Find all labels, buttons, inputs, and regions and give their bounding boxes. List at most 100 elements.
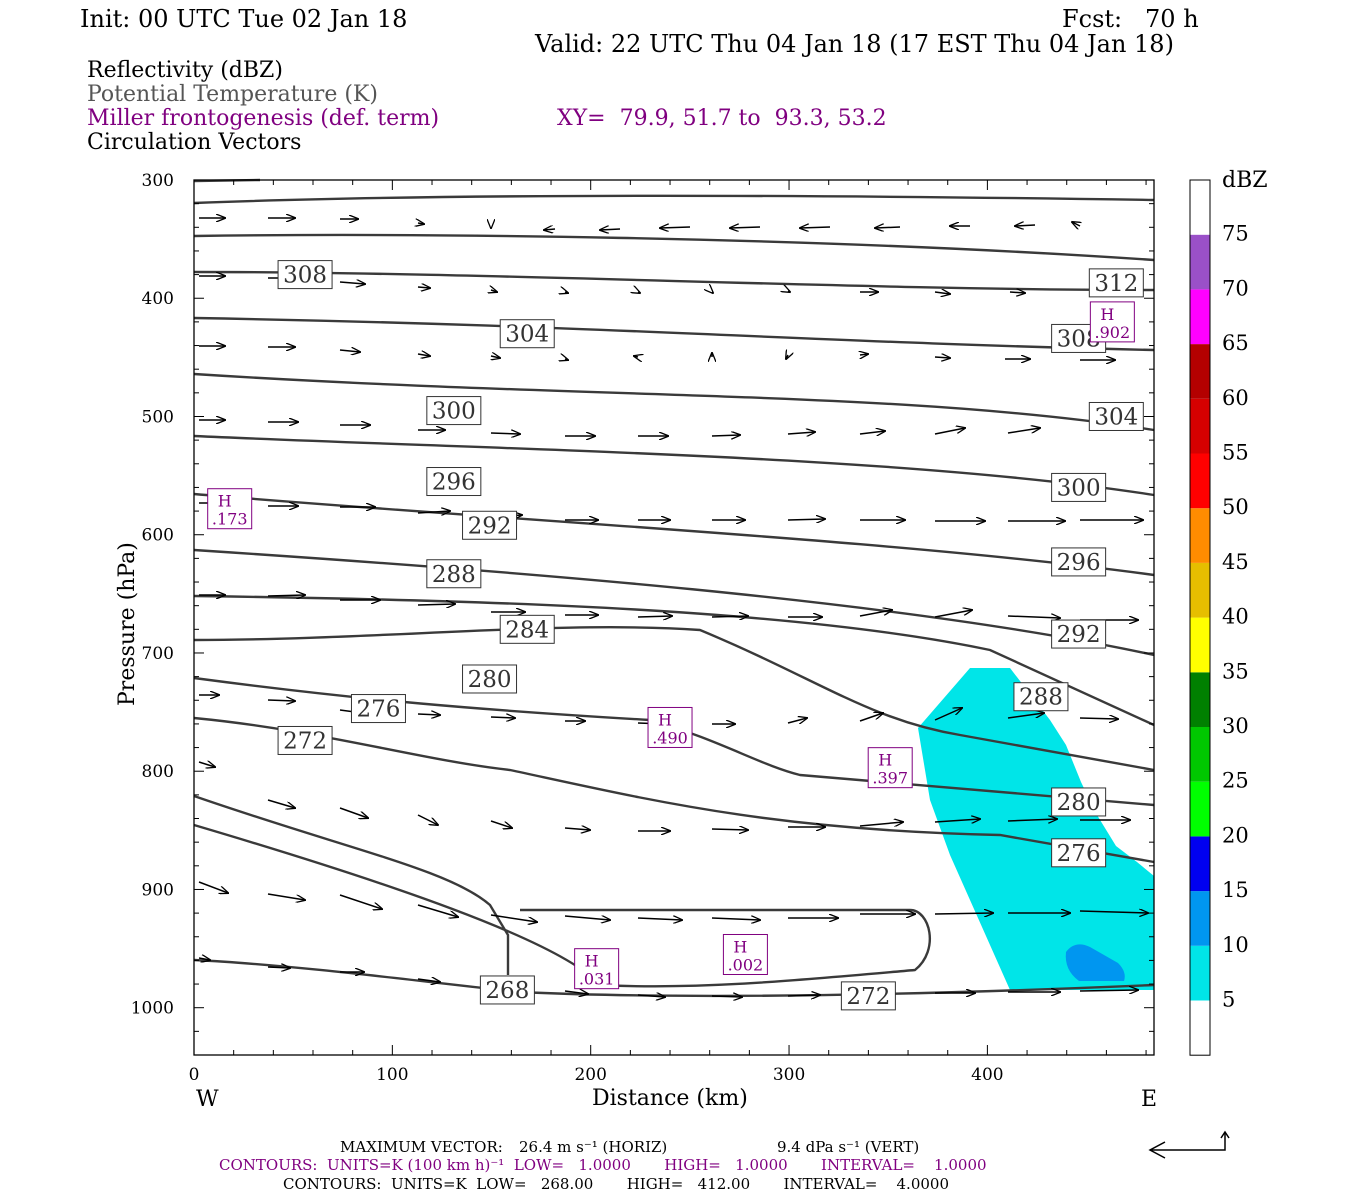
circulation-vector: [1072, 222, 1080, 226]
circulation-vector: [564, 828, 590, 830]
y-tick-label: 1000: [131, 999, 174, 1019]
colorbar-label: 25: [1222, 769, 1249, 793]
circulation-vector: [859, 822, 903, 826]
circulation-vector: [934, 913, 993, 914]
theta-label: 304: [1094, 404, 1138, 430]
frontogenesis-high-letter: H: [658, 710, 672, 729]
circulation-vector: [417, 904, 458, 917]
frontogenesis-high-letter: H: [585, 952, 599, 971]
colorbar-segment: [1190, 672, 1210, 727]
theta-label: 280: [468, 667, 512, 693]
theta-label-box: [1051, 547, 1107, 577]
theta-label: 296: [432, 470, 476, 496]
circulation-vector: [712, 292, 713, 293]
y-tick-label: 900: [142, 880, 174, 900]
colorbar-label: 55: [1222, 441, 1249, 465]
circulation-vector: [267, 967, 290, 968]
circulation-vector: [859, 713, 883, 722]
circulation-vector: [490, 820, 512, 828]
valid-time: Valid: 22 UTC Thu 04 Jan 18 (17 EST Thu …: [535, 30, 1174, 58]
y-tick-label: 600: [142, 526, 174, 546]
frontogenesis-high-box: [1089, 301, 1135, 343]
colorbar-label: 40: [1222, 605, 1249, 629]
frontogenesis-high-box: [207, 488, 253, 530]
circulation-vector: [934, 708, 962, 721]
colorbar-label: 35: [1222, 659, 1249, 683]
colorbar-label: 20: [1222, 823, 1249, 847]
colorbar-label: 10: [1222, 933, 1249, 957]
theta-contour-15: [193, 958, 1155, 998]
theta-label: 288: [1019, 685, 1063, 711]
circulation-vector: [875, 227, 901, 228]
circulation-vector: [711, 829, 748, 830]
frontogenesis-high-value: .397: [872, 769, 908, 788]
west-label: W: [196, 1087, 219, 1112]
colorbar-segment: [1190, 836, 1210, 892]
circulation-vector: [711, 918, 760, 920]
circulation-vector: [787, 995, 820, 996]
theta-label-box: [499, 319, 555, 349]
circulation-vector: [660, 227, 691, 228]
circulation-vector: [1079, 990, 1138, 991]
circulation-vector: [198, 762, 215, 767]
colorbar-frame: [1189, 179, 1211, 1056]
init-time: Init: 00 UTC Tue 02 Jan 18: [80, 5, 408, 33]
theta-label-box: [426, 559, 482, 589]
circulation-vector: [490, 717, 515, 718]
frontogenesis-high-letter: H: [878, 751, 892, 770]
circulation-vector: [565, 359, 568, 360]
theta-contour-13: [193, 794, 510, 975]
frontogenesis-high-box: [647, 706, 693, 748]
colorbar-segment: [1190, 1000, 1210, 1056]
circulation-vector: [418, 223, 424, 224]
theta-contour-11: [193, 676, 1155, 807]
plot-frame: [193, 179, 1155, 1056]
contours-frontogenesis: CONTOURS: UNITS=K (100 km h)⁻¹ LOW= 1.00…: [219, 1156, 987, 1174]
colorbar-segment: [1190, 945, 1210, 1001]
circulation-vector: [788, 291, 790, 292]
y-axis-title: Pressure (hPa): [115, 542, 140, 706]
theta-label-box: [1051, 472, 1107, 502]
x-tick-label: 300: [773, 1065, 805, 1085]
circulation-vector: [339, 807, 368, 818]
circulation-vector: [1007, 428, 1040, 434]
circulation-vector: [491, 356, 500, 358]
theta-contour-6: [193, 434, 1155, 497]
circulation-vector: [859, 431, 885, 434]
colorbar-segment: [1190, 398, 1210, 454]
circulation-vector: [1007, 819, 1057, 821]
frontogenesis-high-box: [722, 933, 768, 975]
frontogenesis-high-letter: H: [218, 492, 232, 511]
circulation-vector: [934, 292, 950, 294]
theta-label-box: [1088, 401, 1144, 431]
theta-contour-5: [193, 372, 1155, 432]
theta-contour-1: [193, 194, 1155, 205]
cross-section-xy: XY= 79.9, 51.7 to 93.3, 53.2: [557, 106, 887, 131]
frontogenesis-high-value: .490: [652, 728, 688, 747]
circulation-vector: [490, 433, 520, 434]
frontogenesis-high-letter: H: [733, 937, 747, 956]
circulation-vector: [1079, 718, 1118, 719]
max-vector-horiz: 26.4 m s⁻¹ (HORIZ): [519, 1138, 668, 1156]
frontogenesis-high-value: .031: [579, 970, 615, 989]
legend-vectors: Circulation Vectors: [87, 130, 302, 155]
frontogenesis-high-box: [574, 948, 620, 990]
circulation-vector: [638, 292, 640, 293]
theta-label-box: [840, 981, 896, 1011]
circulation-vector: [267, 595, 305, 596]
circulation-vector: [934, 610, 972, 618]
x-tick-label: 100: [376, 1065, 408, 1085]
circulation-vector: [490, 914, 537, 922]
theta-label-box: [1088, 268, 1144, 298]
colorbar-segment: [1190, 344, 1210, 399]
legend-reflectivity: Reflectivity (dBZ): [87, 58, 283, 83]
colorbar-label: 50: [1222, 495, 1249, 519]
circulation-vector: [934, 428, 965, 435]
colorbar-segment: [1190, 453, 1210, 509]
colorbar-segment: [1190, 234, 1210, 290]
frontogenesis-high-letter: H: [1100, 305, 1114, 324]
forecast-hour: Fcst: 70 h: [1062, 5, 1199, 33]
reflectivity-10dbz-area: [1065, 944, 1125, 981]
theta-contour-4: [193, 316, 1155, 352]
circulation-vector: [198, 958, 210, 960]
